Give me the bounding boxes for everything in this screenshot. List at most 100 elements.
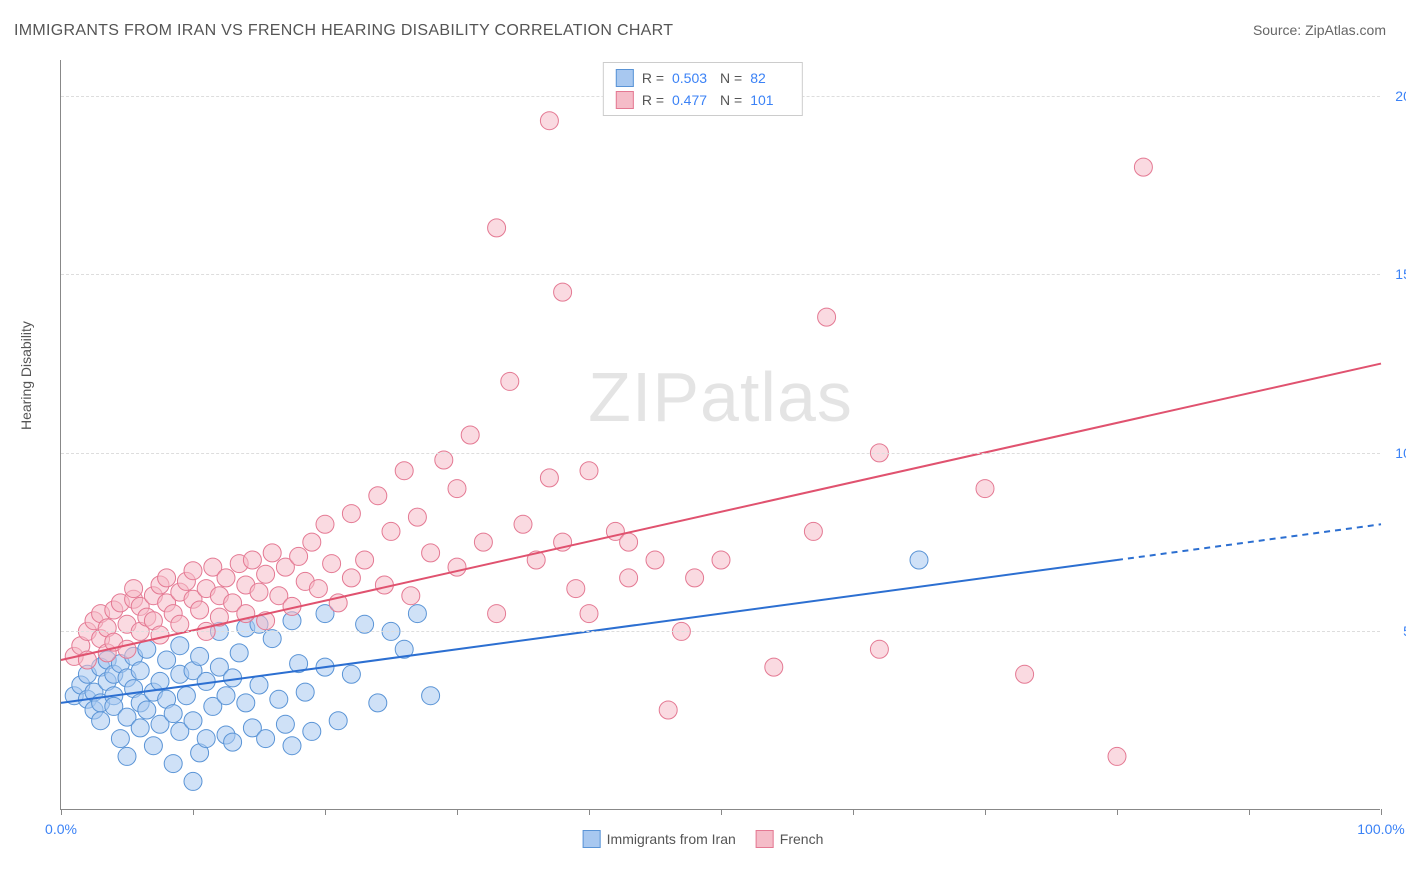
data-point-iran <box>118 747 136 765</box>
swatch-iran-icon <box>616 69 634 87</box>
data-point-french <box>217 569 235 587</box>
data-point-french <box>659 701 677 719</box>
data-point-french <box>474 533 492 551</box>
data-point-french <box>191 601 209 619</box>
gridline <box>61 453 1380 454</box>
x-tick <box>325 809 326 815</box>
legend-label-iran: Immigrants from Iran <box>607 831 736 847</box>
data-point-french <box>646 551 664 569</box>
x-tick <box>589 809 590 815</box>
x-tick <box>1117 809 1118 815</box>
data-point-french <box>184 562 202 580</box>
data-point-french <box>1134 158 1152 176</box>
data-point-french <box>620 533 638 551</box>
data-point-iran <box>224 733 242 751</box>
data-point-iran <box>257 730 275 748</box>
x-tick <box>1249 809 1250 815</box>
swatch-iran-icon <box>583 830 601 848</box>
r-value-french: 0.477 <box>672 92 712 108</box>
data-point-french <box>818 308 836 326</box>
x-max-label: 100.0% <box>1357 821 1404 837</box>
data-point-iran <box>92 712 110 730</box>
data-point-french <box>342 569 360 587</box>
data-point-iran <box>422 687 440 705</box>
chart-title: IMMIGRANTS FROM IRAN VS FRENCH HEARING D… <box>14 22 673 40</box>
x-tick <box>721 809 722 815</box>
data-point-french <box>382 522 400 540</box>
data-point-french <box>580 462 598 480</box>
n-label: N = <box>720 70 742 86</box>
swatch-french-icon <box>616 91 634 109</box>
data-point-iran <box>184 712 202 730</box>
data-point-iran <box>171 637 189 655</box>
data-point-french <box>870 640 888 658</box>
data-point-iran <box>111 730 129 748</box>
data-point-french <box>316 515 334 533</box>
data-point-french <box>243 551 261 569</box>
data-point-french <box>554 283 572 301</box>
x-min-label: 0.0% <box>45 821 77 837</box>
data-point-iran <box>177 687 195 705</box>
data-point-french <box>514 515 532 533</box>
data-point-french <box>448 480 466 498</box>
data-point-french <box>290 547 308 565</box>
data-point-french <box>342 505 360 523</box>
y-tick-label: 5.0% <box>1385 623 1406 639</box>
x-tick <box>1381 809 1382 815</box>
gridline <box>61 631 1380 632</box>
data-point-iran <box>408 605 426 623</box>
data-point-french <box>395 462 413 480</box>
y-tick-label: 20.0% <box>1385 88 1406 104</box>
y-tick-label: 10.0% <box>1385 445 1406 461</box>
data-point-french <box>158 569 176 587</box>
data-point-iran <box>164 705 182 723</box>
plot-area: ZIPatlas 5.0%10.0%15.0%20.0%0.0%100.0% <box>60 60 1380 810</box>
x-tick <box>985 809 986 815</box>
n-value-french: 101 <box>750 92 790 108</box>
regression-line-french <box>61 364 1381 660</box>
x-tick <box>61 809 62 815</box>
data-point-french <box>580 605 598 623</box>
swatch-french-icon <box>756 830 774 848</box>
data-point-iran <box>191 647 209 665</box>
data-point-french <box>686 569 704 587</box>
legend-row-iran: R = 0.503 N = 82 <box>616 67 790 89</box>
data-point-french <box>257 565 275 583</box>
source-label: Source: ZipAtlas.com <box>1253 22 1386 38</box>
data-point-french <box>804 522 822 540</box>
data-point-french <box>309 580 327 598</box>
data-point-french <box>125 580 143 598</box>
data-point-iran <box>296 683 314 701</box>
x-tick <box>193 809 194 815</box>
data-point-french <box>323 555 341 573</box>
data-point-french <box>540 469 558 487</box>
data-point-iran <box>230 644 248 662</box>
data-point-iran <box>217 687 235 705</box>
r-label: R = <box>642 92 664 108</box>
data-point-french <box>488 605 506 623</box>
gridline <box>61 274 1380 275</box>
data-point-iran <box>144 737 162 755</box>
data-point-french <box>250 583 268 601</box>
data-point-iran <box>138 701 156 719</box>
r-label: R = <box>642 70 664 86</box>
data-point-iran <box>283 737 301 755</box>
r-value-iran: 0.503 <box>672 70 712 86</box>
n-value-iran: 82 <box>750 70 790 86</box>
legend-row-french: R = 0.477 N = 101 <box>616 89 790 111</box>
data-point-french <box>461 426 479 444</box>
data-point-french <box>1016 665 1034 683</box>
data-point-french <box>1108 747 1126 765</box>
data-point-french <box>356 551 374 569</box>
x-tick <box>457 809 458 815</box>
regression-extrap-iran <box>1117 524 1381 560</box>
data-point-french <box>567 580 585 598</box>
x-tick <box>853 809 854 815</box>
data-point-french <box>151 626 169 644</box>
data-point-iran <box>329 712 347 730</box>
legend-item-french: French <box>756 830 824 848</box>
data-point-french <box>402 587 420 605</box>
data-point-iran <box>910 551 928 569</box>
y-tick-label: 15.0% <box>1385 266 1406 282</box>
data-point-iran <box>342 665 360 683</box>
